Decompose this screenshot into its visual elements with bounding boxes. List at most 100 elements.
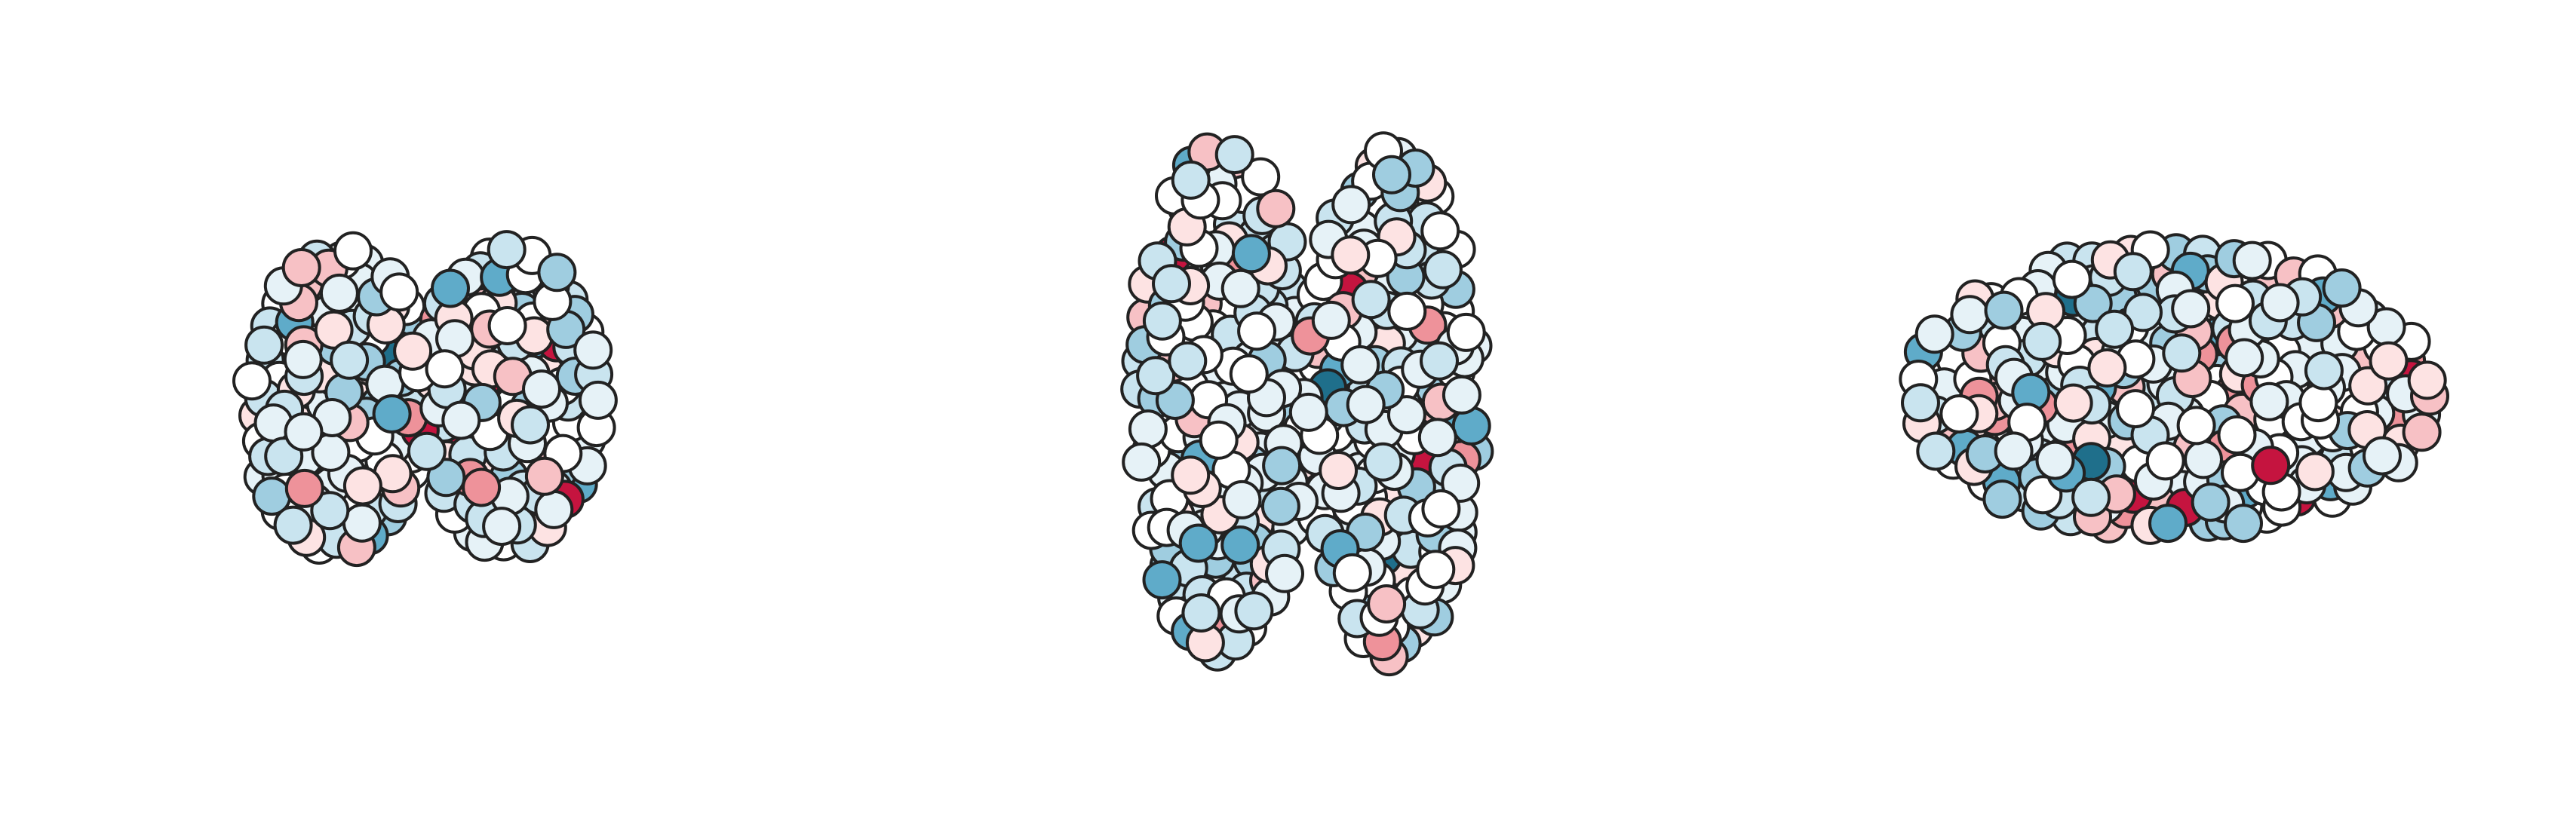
node	[1441, 463, 1481, 503]
node	[482, 507, 522, 547]
node	[1423, 250, 1463, 289]
node	[1914, 314, 1954, 354]
node	[2191, 482, 2231, 522]
node	[2224, 338, 2264, 378]
node	[1262, 446, 1302, 486]
node	[232, 361, 272, 401]
node	[283, 339, 323, 379]
node	[431, 268, 470, 308]
node	[1128, 409, 1168, 449]
node	[1982, 479, 2022, 519]
node	[2407, 360, 2447, 400]
node	[1171, 455, 1211, 495]
node	[2162, 333, 2202, 373]
node	[1241, 157, 1281, 197]
node	[2184, 440, 2223, 479]
node	[1178, 523, 1218, 563]
node	[1939, 394, 1979, 433]
node	[407, 431, 447, 471]
node	[1142, 560, 1182, 600]
node	[1363, 442, 1403, 482]
node	[284, 412, 324, 452]
node	[310, 491, 350, 531]
node	[244, 325, 284, 365]
node	[537, 253, 577, 293]
node	[2251, 446, 2291, 486]
node	[372, 394, 412, 433]
node	[2123, 293, 2163, 332]
node	[2116, 389, 2155, 429]
node	[487, 230, 527, 270]
node	[2053, 383, 2093, 423]
node	[1386, 395, 1426, 435]
node	[1152, 264, 1191, 304]
node	[1331, 235, 1371, 275]
node	[1136, 356, 1176, 396]
node	[1950, 295, 1990, 335]
node	[1168, 341, 1208, 381]
node	[2035, 440, 2075, 480]
node	[1417, 418, 1457, 458]
node	[379, 272, 419, 312]
node	[1351, 280, 1391, 320]
node	[2260, 283, 2300, 323]
node	[1901, 383, 1940, 423]
node	[330, 340, 370, 380]
node	[1199, 420, 1239, 460]
node	[2071, 477, 2111, 517]
node	[1231, 234, 1271, 274]
node	[573, 330, 613, 370]
node	[319, 273, 359, 313]
node	[1181, 593, 1221, 633]
node	[1229, 354, 1269, 394]
node	[2304, 351, 2344, 391]
node	[487, 306, 527, 345]
node	[578, 380, 618, 420]
node	[1332, 553, 1372, 593]
node	[1265, 553, 1304, 593]
node	[1916, 431, 1956, 471]
node	[2148, 504, 2188, 544]
node	[1222, 479, 1262, 519]
node	[1340, 345, 1380, 384]
node	[273, 505, 313, 545]
node	[425, 349, 465, 389]
node	[1421, 489, 1461, 528]
node	[524, 456, 564, 496]
node	[2171, 289, 2211, 329]
node	[2322, 268, 2362, 308]
node	[1372, 155, 1411, 195]
node	[284, 468, 324, 508]
node	[522, 369, 561, 409]
node	[534, 489, 574, 529]
node	[1256, 188, 1296, 228]
node	[1237, 311, 1277, 351]
node	[342, 466, 382, 506]
sagittal-view	[1899, 230, 2449, 545]
node	[2232, 240, 2272, 280]
node	[1319, 451, 1359, 490]
node	[2298, 383, 2338, 423]
node	[1367, 584, 1407, 623]
coronal-view	[232, 230, 618, 568]
node	[2052, 259, 2092, 299]
node	[1288, 392, 1328, 432]
node	[1984, 290, 2024, 330]
node	[1214, 135, 1254, 175]
node	[1442, 375, 1481, 415]
node	[2402, 412, 2442, 452]
node	[1420, 341, 1459, 381]
node	[1171, 160, 1211, 200]
node	[1331, 185, 1371, 225]
node	[1387, 291, 1427, 331]
node	[2022, 321, 2062, 361]
node	[1220, 268, 1260, 308]
node	[462, 467, 502, 507]
node	[1142, 301, 1182, 341]
node	[2369, 341, 2409, 381]
node	[2215, 283, 2255, 323]
node	[1220, 525, 1260, 565]
node	[1260, 486, 1300, 526]
